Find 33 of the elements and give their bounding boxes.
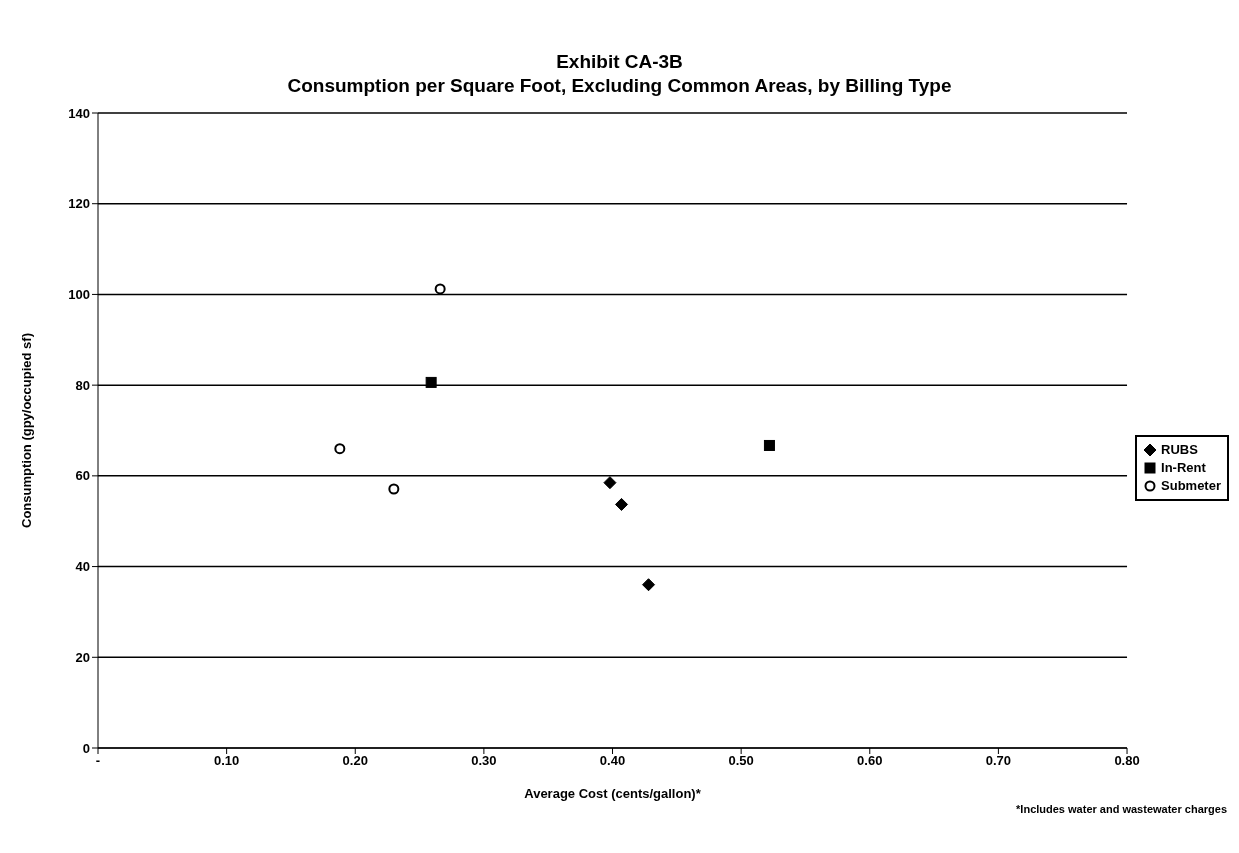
chart-subtitle: Consumption per Square Foot, Excluding Common Areas, by Billing Type — [286, 74, 953, 98]
legend-label: RUBS — [1161, 441, 1198, 459]
x-axis-title: Average Cost (cents/gallon)* — [524, 786, 702, 801]
legend-label: Submeter — [1161, 477, 1221, 495]
x-tick-label: 0.20 — [342, 753, 368, 769]
point — [615, 497, 629, 511]
x-tick-label: - — [95, 753, 101, 769]
y-tick-label: 60 — [75, 468, 90, 484]
x-tick-label: 0.30 — [471, 753, 497, 769]
x-tick-label: 0.60 — [857, 753, 883, 769]
point — [425, 376, 437, 388]
y-tick-label: 40 — [75, 559, 90, 575]
x-tick-label: 0.10 — [213, 753, 240, 769]
y-tick-label: 0 — [82, 740, 90, 756]
point — [763, 439, 775, 451]
point — [642, 578, 656, 592]
chart-title: Exhibit CA-3B — [555, 50, 684, 74]
y-axis-title: Consumption (gpy/occupied sf) — [18, 333, 34, 528]
text: *Includes water and wastewater charges — [1016, 803, 1227, 815]
x-tick-label: 0.70 — [985, 753, 1012, 769]
x-tick-label: 0.50 — [728, 753, 754, 769]
y-tick-label: 140 — [68, 105, 90, 121]
x-tick-label: 0.40 — [599, 753, 626, 769]
legend-label: In-Rent — [1161, 459, 1206, 477]
y-tick-label: 100 — [68, 287, 90, 303]
point — [334, 443, 346, 455]
y-tick-label: 20 — [75, 649, 90, 665]
point — [603, 476, 617, 490]
point — [388, 483, 400, 495]
y-tick-label: 80 — [75, 377, 90, 393]
x-tick-label: 0.80 — [1114, 753, 1140, 769]
y-tick-label: 120 — [68, 196, 90, 212]
point — [434, 283, 446, 295]
